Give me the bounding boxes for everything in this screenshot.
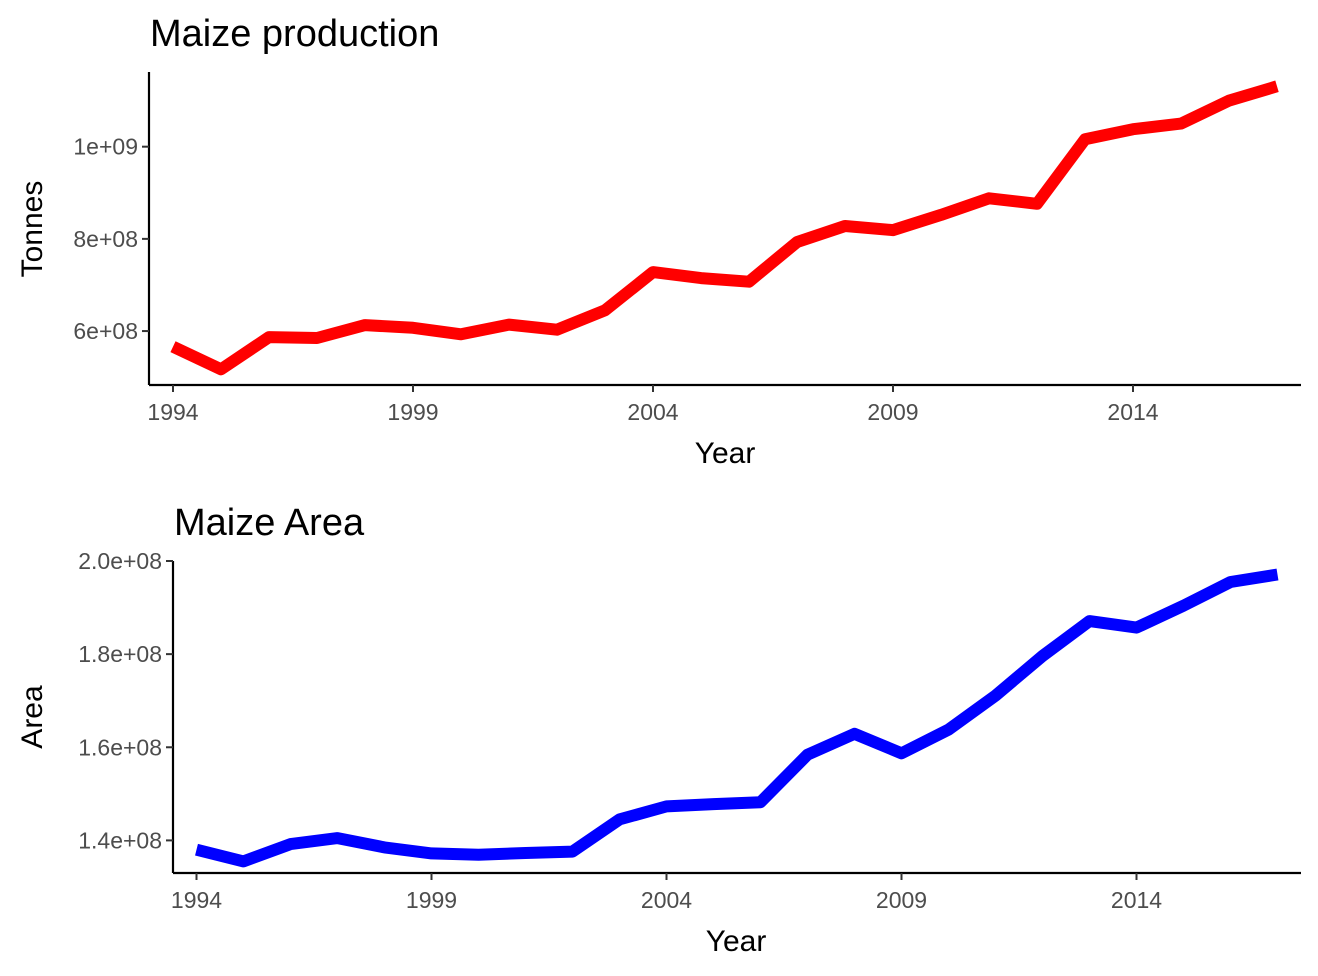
x-tick-label: 2009 [867, 399, 918, 425]
series-line [170, 80, 1279, 376]
area-chart: Maize Area Year Area 1994 1999 2004 2009 201… [16, 502, 1301, 958]
chart-title: Maize production [150, 13, 439, 55]
y-tick-label: 1.8e+08 [78, 641, 162, 667]
y-tick-label: 8e+08 [73, 226, 138, 252]
x-axis-label: Year [695, 437, 756, 470]
x-tick-label: 2014 [1111, 887, 1162, 913]
chart-title: Maize Area [174, 502, 365, 544]
y-tick-label: 6e+08 [73, 318, 138, 344]
x-tick-label: 1999 [406, 887, 457, 913]
x-tick-label: 2009 [876, 887, 927, 913]
x-tick-label: 2004 [641, 887, 692, 913]
y-axis-label: Tonnes [16, 181, 49, 278]
production-chart: Maize production Year Tonnes 1994 1999 200… [16, 13, 1301, 470]
y-tick-label: 1e+09 [73, 134, 138, 160]
y-tick-label: 1.6e+08 [78, 734, 162, 760]
y-tick-label: 2.0e+08 [78, 548, 162, 574]
x-tick-label: 2014 [1107, 399, 1158, 425]
x-tick-label: 1994 [147, 399, 198, 425]
y-axis-label: Area [16, 685, 49, 749]
x-tick-label: 1994 [171, 887, 222, 913]
y-tick-label: 1.4e+08 [78, 827, 162, 853]
x-axis-label: Year [706, 925, 767, 958]
series-line [195, 568, 1279, 868]
x-tick-label: 1999 [387, 399, 438, 425]
x-tick-label: 2004 [627, 399, 678, 425]
